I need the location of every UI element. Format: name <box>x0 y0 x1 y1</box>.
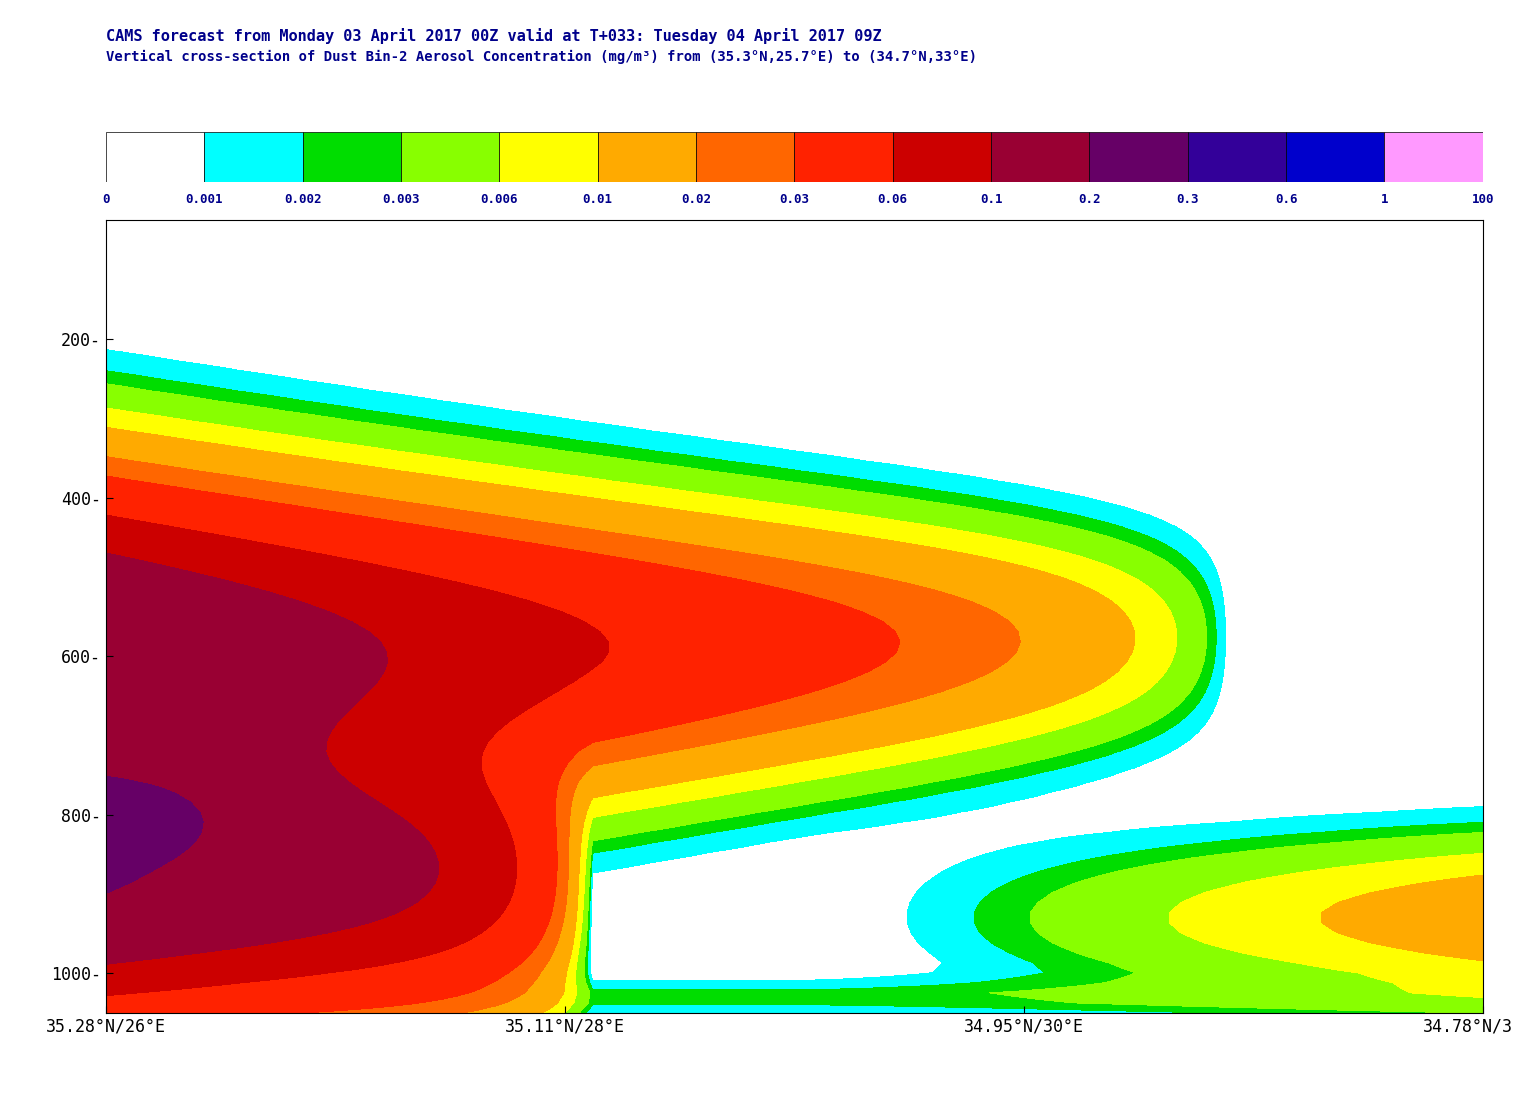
FancyBboxPatch shape <box>303 132 401 182</box>
Text: 0.003: 0.003 <box>383 193 419 206</box>
FancyBboxPatch shape <box>401 132 499 182</box>
FancyBboxPatch shape <box>893 132 991 182</box>
Text: 0.2: 0.2 <box>1079 193 1100 206</box>
Text: 0.02: 0.02 <box>681 193 711 206</box>
Text: 0.03: 0.03 <box>779 193 809 206</box>
FancyBboxPatch shape <box>598 132 696 182</box>
FancyBboxPatch shape <box>204 132 303 182</box>
Text: 0.001: 0.001 <box>186 193 222 206</box>
FancyBboxPatch shape <box>1188 132 1286 182</box>
FancyBboxPatch shape <box>106 132 204 182</box>
FancyBboxPatch shape <box>991 132 1089 182</box>
Text: 0.3: 0.3 <box>1177 193 1198 206</box>
Text: 0.002: 0.002 <box>284 193 321 206</box>
FancyBboxPatch shape <box>696 132 794 182</box>
Text: 0.006: 0.006 <box>481 193 517 206</box>
Text: 0.06: 0.06 <box>878 193 908 206</box>
Text: 0.01: 0.01 <box>583 193 613 206</box>
Text: Vertical cross-section of Dust Bin-2 Aerosol Concentration (mg/m³) from (35.3°N,: Vertical cross-section of Dust Bin-2 Aer… <box>106 50 977 64</box>
FancyBboxPatch shape <box>1089 132 1188 182</box>
FancyBboxPatch shape <box>794 132 893 182</box>
Text: 0: 0 <box>103 193 109 206</box>
Text: 1: 1 <box>1381 193 1387 206</box>
FancyBboxPatch shape <box>1286 132 1384 182</box>
Text: 0.1: 0.1 <box>980 193 1002 206</box>
Text: 100: 100 <box>1472 193 1493 206</box>
FancyBboxPatch shape <box>499 132 598 182</box>
FancyBboxPatch shape <box>1384 132 1483 182</box>
Text: 0.6: 0.6 <box>1275 193 1297 206</box>
Text: CAMS forecast from Monday 03 April 2017 00Z valid at T+033: Tuesday 04 April 201: CAMS forecast from Monday 03 April 2017 … <box>106 28 882 44</box>
